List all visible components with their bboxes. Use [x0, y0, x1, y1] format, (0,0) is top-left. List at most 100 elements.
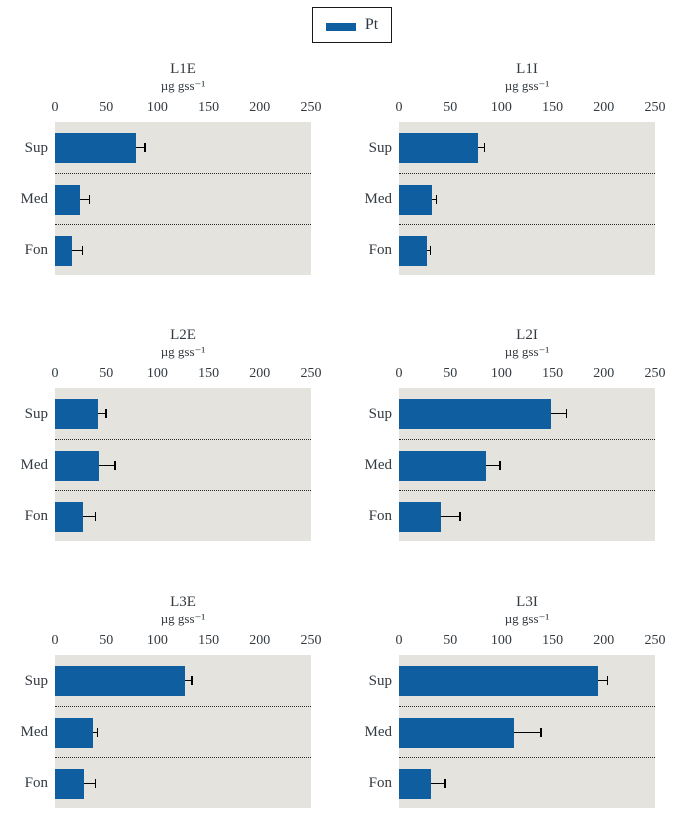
x-axis: 0 50 100 150 200 250 — [395, 632, 666, 650]
x-axis: 0 50 100 150 200 250 — [51, 365, 322, 383]
category-band — [55, 439, 311, 490]
x-axis: 0 50 100 150 200 250 — [51, 632, 322, 650]
chart-title: L3E — [170, 594, 196, 610]
plot-area — [55, 388, 311, 541]
error-bar-cap — [114, 461, 116, 470]
x-tick-label: 100 — [490, 366, 512, 381]
category-label: Sup — [368, 139, 392, 156]
chart-l3i: L3I µg gss⁻¹ 0 50 100 150 200 250 Sup Med Fon — [344, 591, 666, 808]
chart-title: L2I — [516, 327, 538, 343]
x-tick-label: 0 — [395, 366, 403, 381]
x-tick-label: 0 — [51, 633, 59, 648]
category-band — [55, 122, 311, 173]
error-bar-cap — [105, 409, 107, 418]
legend-swatch — [325, 22, 356, 31]
x-tick-label: 250 — [644, 366, 666, 381]
category-band — [399, 757, 655, 808]
category-band — [399, 388, 655, 439]
category-gutter: Sup Med Fon — [344, 655, 393, 808]
x-tick-label: 100 — [490, 100, 512, 115]
category-label: Fon — [368, 774, 392, 791]
error-bar-cap — [483, 143, 486, 152]
plot-area — [399, 122, 655, 275]
bar-med — [55, 184, 80, 215]
chart-title: L3I — [516, 594, 538, 610]
category-label: Med — [20, 456, 49, 473]
error-bar-cap — [499, 461, 501, 470]
x-tick-label: 150 — [542, 100, 564, 115]
x-axis: 0 50 100 150 200 250 — [52, 99, 322, 117]
category-band — [399, 655, 655, 706]
x-tick-label: 50 — [443, 366, 458, 381]
bar-med — [399, 717, 514, 748]
category-band — [399, 490, 655, 541]
x-tick-label: 50 — [443, 100, 458, 115]
category-label: Fon — [24, 774, 48, 791]
chart-title: L2E — [170, 327, 196, 343]
bar-fon — [399, 768, 431, 799]
x-tick-label: 0 — [51, 366, 59, 381]
chart-l3e: L3E µg gss⁻¹ 0 50 100 150 200 250 Sup Med Fon — [0, 591, 322, 808]
category-label: Med — [364, 723, 393, 740]
bar-fon — [55, 235, 73, 266]
x-tick-label: 150 — [198, 633, 220, 648]
error-bar — [98, 412, 106, 414]
category-label: Sup — [24, 672, 48, 689]
error-bar-cap — [94, 512, 97, 521]
x-tick-label: 200 — [249, 366, 271, 381]
error-bar — [597, 679, 607, 681]
x-tick-label: 250 — [300, 366, 322, 381]
x-tick-label: 50 — [99, 100, 114, 115]
error-bar — [486, 464, 500, 466]
category-gutter: Sup Med Fon — [0, 388, 49, 541]
category-band — [55, 388, 311, 439]
category-band — [55, 490, 311, 541]
error-bar — [79, 198, 89, 200]
error-bar — [83, 782, 95, 784]
category-label: Fon — [24, 507, 48, 524]
category-band — [55, 655, 311, 706]
error-bar-cap — [565, 409, 568, 418]
x-tick-label: 0 — [395, 633, 403, 648]
x-tick-label: 200 — [593, 366, 615, 381]
plot-area — [399, 388, 655, 541]
error-bar-cap — [606, 676, 609, 685]
chart-subtitle: µg gss⁻¹ — [504, 78, 550, 93]
x-tick-label: 100 — [146, 633, 168, 648]
bar-med — [55, 450, 100, 481]
category-gutter: Sup Med Fon — [0, 122, 49, 275]
error-bar-cap — [191, 676, 193, 685]
category-label: Sup — [24, 405, 48, 422]
category-band — [399, 122, 655, 173]
error-bar-cap — [429, 246, 432, 255]
category-label: Sup — [368, 405, 392, 422]
error-bar — [92, 731, 97, 733]
error-bar — [431, 198, 436, 200]
x-tick-label: 100 — [490, 633, 512, 648]
error-bar-cap — [88, 195, 91, 204]
category-band — [55, 173, 311, 224]
legend-label: Pt — [364, 16, 379, 33]
category-band — [399, 224, 655, 275]
category-label: Med — [20, 723, 49, 740]
chart-title: L1I — [516, 61, 538, 77]
error-bar — [185, 679, 192, 681]
error-bar — [426, 249, 430, 251]
bar-fon — [55, 501, 83, 532]
x-tick-label: 250 — [644, 100, 666, 115]
error-bar — [82, 515, 95, 517]
chart-subtitle: µg gss⁻¹ — [160, 344, 206, 359]
bar-sup — [55, 665, 186, 696]
x-tick-label: 50 — [99, 366, 114, 381]
x-tick-label: 150 — [542, 633, 564, 648]
category-band — [399, 173, 655, 224]
x-tick-label: 0 — [395, 100, 403, 115]
bar-sup — [55, 132, 136, 163]
bar-sup — [399, 398, 551, 429]
bar-sup — [399, 665, 598, 696]
category-label: Sup — [24, 139, 48, 156]
category-band — [399, 439, 655, 490]
x-tick-label: 150 — [198, 100, 220, 115]
category-label: Fon — [368, 241, 392, 258]
